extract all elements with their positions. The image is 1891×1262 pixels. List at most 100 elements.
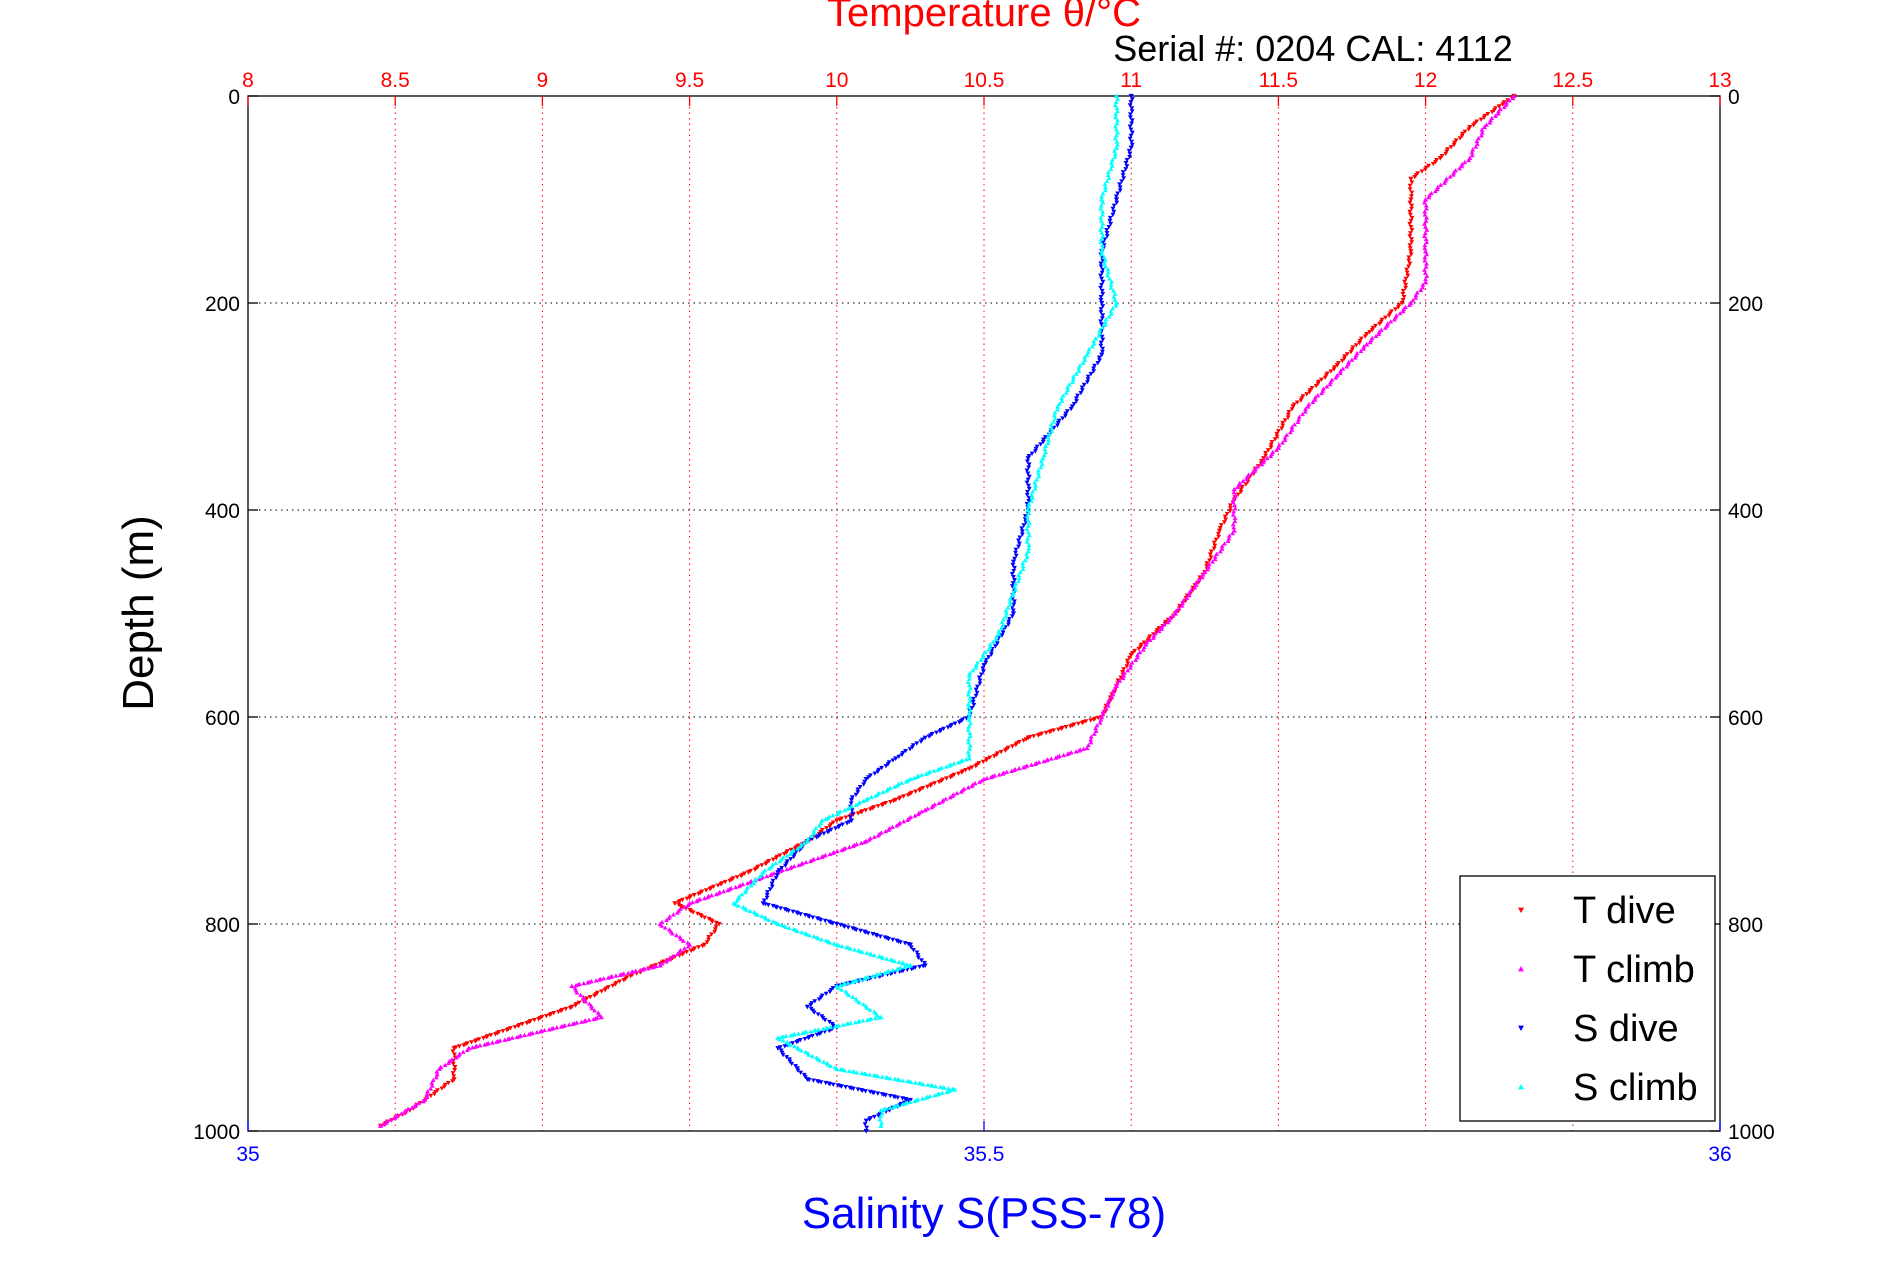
data-point xyxy=(848,818,855,824)
bottom-tick-label: 35 xyxy=(236,1143,259,1166)
data-point-trail xyxy=(1205,567,1211,572)
data-point-trail xyxy=(1289,427,1295,432)
data-point xyxy=(1408,176,1414,182)
data-point-trail xyxy=(887,1076,893,1081)
data-point-trail xyxy=(1016,578,1021,583)
data-point-trail xyxy=(1025,536,1031,541)
data-point-trail xyxy=(704,940,710,945)
data-point-trail xyxy=(827,989,833,995)
data-point-trail xyxy=(1274,431,1280,437)
data-point-trail xyxy=(420,1099,426,1104)
data-point-trail xyxy=(493,1032,498,1037)
data-point-trail xyxy=(1385,321,1391,326)
data-point-trail xyxy=(948,724,954,729)
data-point-trail xyxy=(894,783,900,788)
data-point-trail xyxy=(1367,339,1373,345)
data-point-trail xyxy=(1106,224,1112,230)
data-point-trail xyxy=(1093,725,1098,731)
data-point-trail xyxy=(965,749,971,754)
data-point-trail xyxy=(1192,585,1198,590)
data-point xyxy=(966,766,972,772)
data-point-trail xyxy=(1413,292,1419,298)
data-point-trail xyxy=(795,1066,800,1071)
data-point-trail xyxy=(744,907,749,912)
data-point-trail xyxy=(505,1036,511,1042)
data-point-trail xyxy=(877,971,883,976)
data-point-trail xyxy=(1409,215,1415,221)
data-point-trail xyxy=(850,994,856,999)
data-point-trail xyxy=(1022,517,1028,522)
data-point-trail xyxy=(1026,510,1032,516)
data-point-trail xyxy=(1103,703,1109,709)
data-point-trail xyxy=(839,943,845,949)
data-point-trail xyxy=(1423,276,1428,282)
data-point-trail xyxy=(383,1120,389,1125)
data-point-trail xyxy=(1103,709,1109,714)
data-point-trail xyxy=(943,796,949,801)
data-point-trail xyxy=(996,628,1002,634)
data-point-trail xyxy=(916,955,921,961)
data-point-trail xyxy=(690,910,696,915)
data-point-trail xyxy=(1407,209,1413,215)
data-point-trail xyxy=(865,1017,870,1023)
data-point-trail xyxy=(860,798,866,804)
data-point-trail xyxy=(1406,255,1412,260)
data-point-trail xyxy=(1032,761,1038,766)
data-point-trail xyxy=(1019,532,1025,537)
data-point-trail xyxy=(446,1060,451,1066)
data-point-trail xyxy=(713,920,719,926)
data-point-trail xyxy=(912,813,918,818)
data-point-trail xyxy=(1287,429,1293,435)
data-point-trail xyxy=(1093,336,1099,341)
data-point-trail xyxy=(827,824,833,829)
data-point-trail xyxy=(1322,375,1328,380)
data-point-trail xyxy=(978,657,984,662)
data-point-trail xyxy=(1003,608,1009,613)
data-point-trail xyxy=(778,906,784,911)
data-point-trail xyxy=(1059,395,1065,401)
data-point-trail xyxy=(1100,325,1105,330)
data-point-trail xyxy=(903,1097,909,1102)
data-point-trail xyxy=(1298,398,1304,403)
data-point-trail xyxy=(833,826,838,831)
data-point-trail xyxy=(1045,434,1051,439)
data-point-trail xyxy=(706,916,712,922)
data-point-trail xyxy=(1128,133,1134,138)
data-point-trail xyxy=(449,1057,455,1062)
data-point-trail xyxy=(1129,97,1135,102)
data-point-trail xyxy=(752,867,758,872)
data-point-trail xyxy=(1114,105,1120,111)
data-point-trail xyxy=(700,943,706,949)
data-point-trail xyxy=(864,1125,870,1130)
data-point-trail xyxy=(965,679,971,684)
data-point-trail xyxy=(428,1086,434,1091)
data-point-trail xyxy=(993,636,999,642)
data-point-trail xyxy=(1098,261,1104,266)
data-point-trail xyxy=(1206,561,1212,567)
data-point-trail xyxy=(1006,619,1012,625)
data-point-trail xyxy=(788,857,794,862)
data-point-trail xyxy=(554,1025,560,1030)
data-point-trail xyxy=(1100,242,1105,248)
data-point-trail xyxy=(973,662,979,668)
data-point-trail xyxy=(1078,390,1084,396)
data-point-trail xyxy=(1279,426,1285,431)
data-point-trail xyxy=(920,785,926,791)
data-point-trail xyxy=(1419,169,1425,174)
data-point-trail xyxy=(687,895,693,900)
data-point-trail xyxy=(1011,602,1017,607)
data-point-trail xyxy=(967,670,973,675)
data-point-trail xyxy=(1349,357,1355,362)
data-point-trail xyxy=(442,1084,447,1089)
data-point-trail xyxy=(602,987,608,993)
data-point-trail xyxy=(1003,614,1009,619)
data-point-trail xyxy=(1110,689,1116,694)
data-point-trail xyxy=(1401,294,1407,300)
data-point-trail xyxy=(1208,549,1214,554)
top-tick-label: 10.5 xyxy=(964,69,1005,92)
y-axis-label: Depth (m) xyxy=(114,515,163,711)
data-point-trail xyxy=(1113,114,1119,120)
data-point-trail xyxy=(994,641,1000,646)
data-point-trail xyxy=(684,949,690,955)
data-point-trail xyxy=(747,879,753,885)
